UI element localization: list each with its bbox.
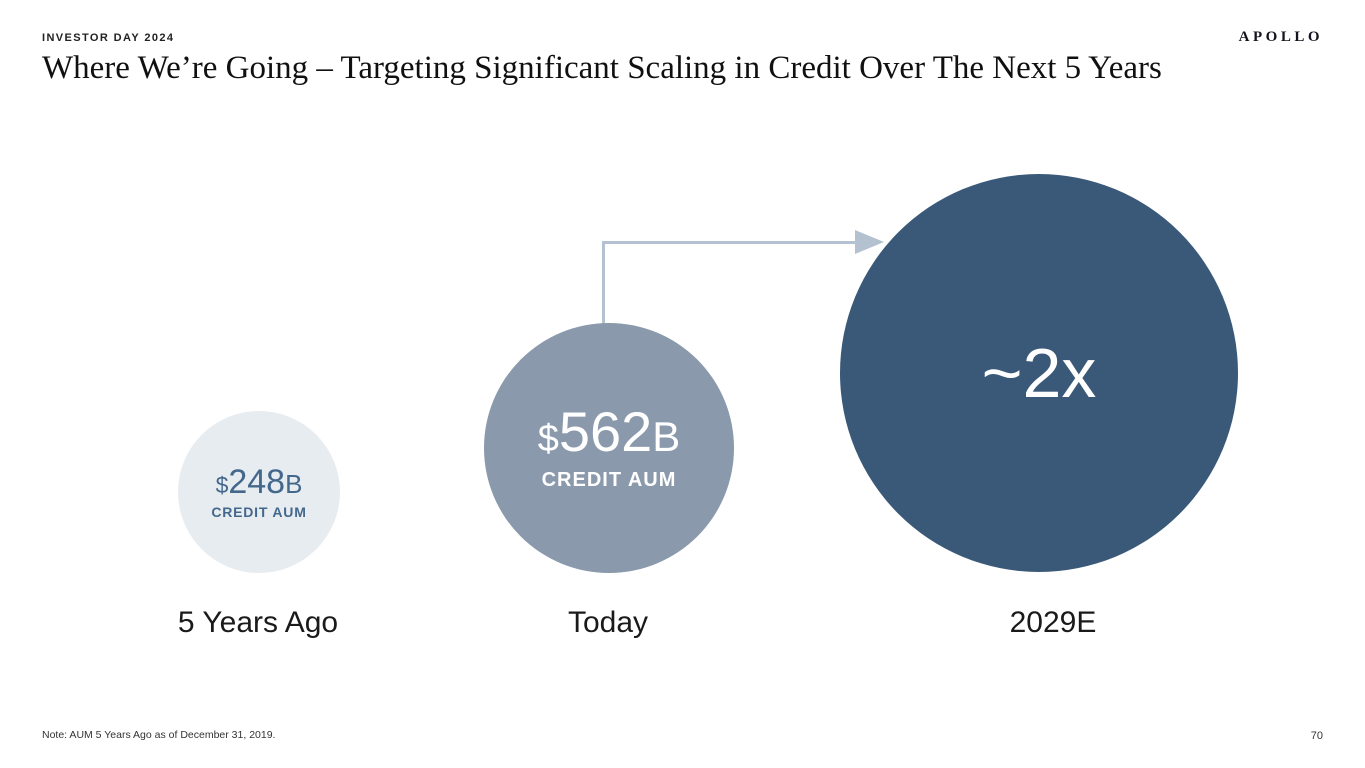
currency-symbol: $ xyxy=(215,471,229,498)
currency-symbol: $ xyxy=(537,418,559,460)
amount: 248 xyxy=(228,462,286,501)
bubble-2029e: ~2x xyxy=(840,174,1238,572)
category-label-5-years-ago: 5 Years Ago xyxy=(177,606,339,639)
category-label-2029e: 2029E xyxy=(1009,606,1097,639)
multiplier-value: ~2x xyxy=(981,334,1097,412)
footnote: Note: AUM 5 Years Ago as of December 31,… xyxy=(42,729,276,741)
category-label-today: Today xyxy=(567,606,649,639)
unit-suffix: B xyxy=(652,413,681,460)
eyebrow-investor-day: INVESTOR DAY 2024 xyxy=(42,32,175,44)
bubble-today: $562B CREDIT AUM xyxy=(484,323,734,573)
bubble-value: $248B xyxy=(216,465,303,499)
bubble-caption: CREDIT AUM xyxy=(211,503,307,520)
bubble-chart: $248B CREDIT AUM $562B CREDIT AUM ~2x 5 … xyxy=(0,120,1365,660)
slide-title: Where We’re Going – Targeting Significan… xyxy=(42,50,1162,86)
arrowhead-icon xyxy=(855,230,884,254)
connector-vertical-line xyxy=(602,241,605,325)
apollo-logo: APOLLO xyxy=(1238,29,1323,45)
connector-horizontal-line xyxy=(602,241,856,244)
bubble-value: $562B xyxy=(538,404,681,460)
bubble-5-years-ago: $248B CREDIT AUM xyxy=(178,411,340,573)
page-number: 70 xyxy=(1310,730,1323,742)
bubble-caption: CREDIT AUM xyxy=(541,469,677,491)
unit-suffix: B xyxy=(285,468,303,499)
amount: 562 xyxy=(558,400,653,463)
